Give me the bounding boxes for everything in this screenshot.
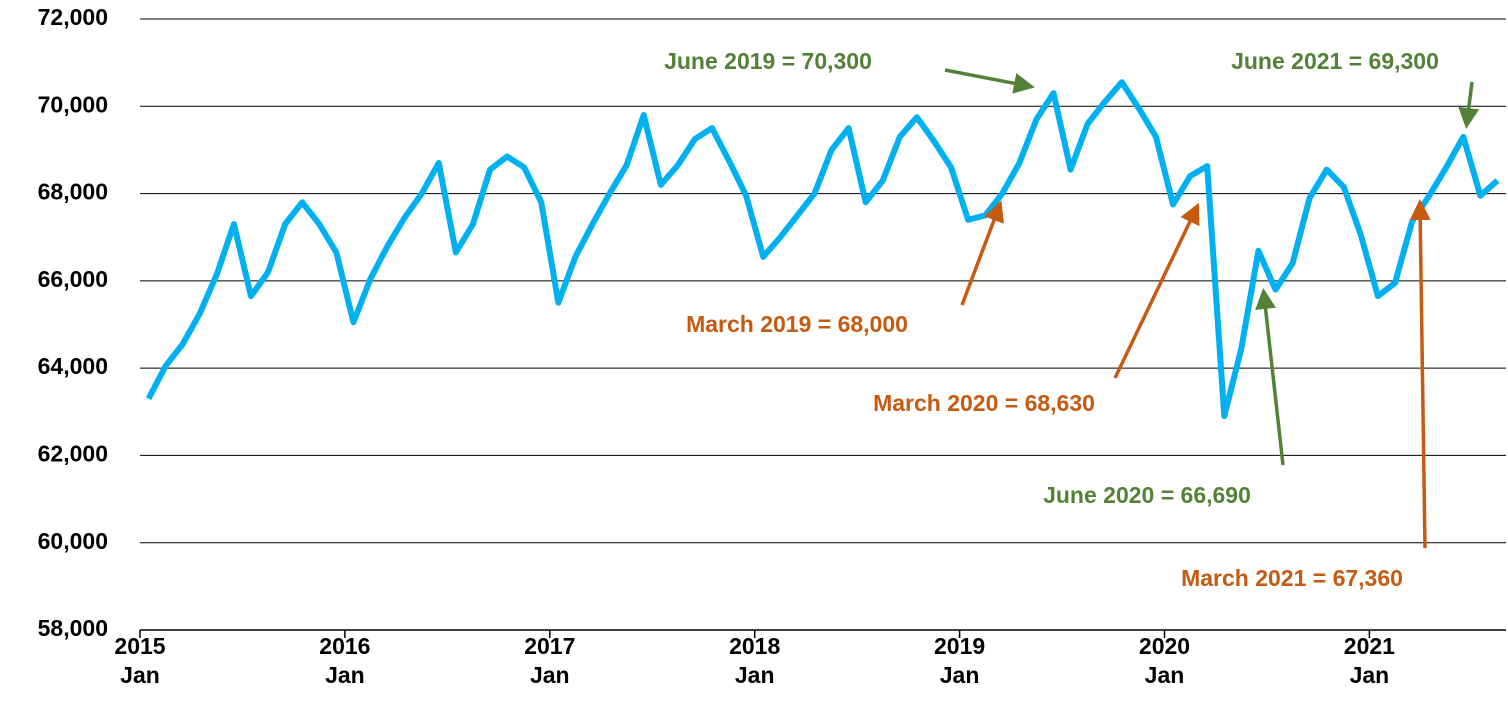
x-tick-label: 2015 Jan (114, 633, 166, 688)
annotation-arrow (960, 200, 1004, 306)
annotation: June 2019 = 70,300 (664, 48, 872, 74)
annotation: June 2021 = 69,300 (1231, 48, 1439, 74)
annotation-arrow (1255, 288, 1285, 466)
y-tick-label: 60,000 (38, 528, 108, 554)
y-tick-label: 58,000 (38, 615, 108, 641)
annotation: March 2020 = 68,630 (873, 390, 1095, 416)
x-tick-label: 2021 Jan (1343, 633, 1395, 688)
y-tick-label: 68,000 (38, 179, 108, 205)
x-tick-label: 2019 Jan (934, 633, 986, 688)
annotation: June 2020 = 66,690 (1043, 482, 1251, 508)
annotation-arrow (1458, 81, 1480, 129)
x-tick-label: 2017 Jan (524, 633, 576, 688)
y-tick-label: 62,000 (38, 441, 108, 467)
y-tick-label: 64,000 (38, 353, 108, 379)
annotation-arrow (1113, 202, 1200, 379)
y-tick-label: 72,000 (38, 4, 108, 30)
annotation-arrow (1409, 199, 1431, 549)
y-tick-label: 70,000 (38, 91, 108, 117)
annotation: March 2021 = 67,360 (1181, 565, 1403, 591)
x-tick-label: 2020 Jan (1138, 633, 1191, 688)
x-tick-label: 2016 Jan (319, 633, 371, 688)
x-tick-label: 2018 Jan (729, 633, 781, 688)
y-tick-label: 66,000 (38, 266, 108, 292)
annotation-arrow (944, 68, 1035, 94)
annotation: March 2019 = 68,000 (686, 311, 908, 337)
data-line (145, 79, 1500, 420)
